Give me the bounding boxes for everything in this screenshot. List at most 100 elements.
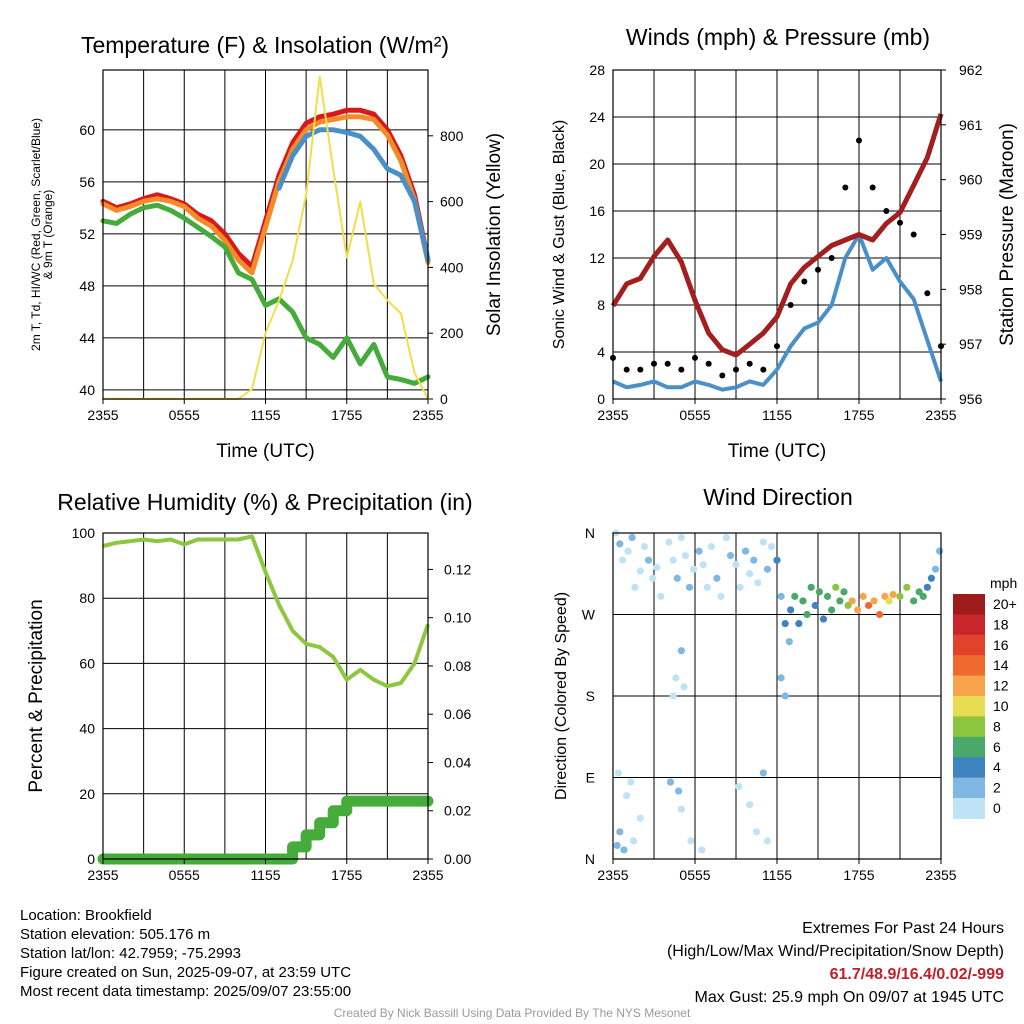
wdir-point — [687, 837, 695, 845]
rh-title: Relative Humidity (%) & Precipitation (i… — [57, 489, 472, 515]
wdir-point — [741, 547, 750, 555]
winds-gust-point — [787, 302, 794, 308]
wdir-legend-swatch — [953, 736, 985, 758]
winds-xtick-label: 1155 — [762, 407, 792, 423]
temp-ytick-label: 40 — [79, 382, 95, 398]
wdir-point — [735, 782, 743, 791]
wdir-point — [903, 583, 911, 591]
wdir-point — [657, 592, 665, 600]
wdir-ytick-label: S — [586, 688, 595, 704]
credit-line: Created By Nick Bassill Using Data Provi… — [333, 1006, 691, 1020]
wdir-point — [854, 606, 862, 614]
temp-ytick-label: 52 — [79, 226, 95, 242]
temp-y2tick-label: 600 — [440, 194, 464, 210]
max-gust: Max Gust: 25.9 mph On 09/07 at 1945 UTC — [694, 989, 1005, 1006]
wdir-point — [629, 837, 638, 845]
wdir-point — [763, 837, 772, 845]
winds-gust-point — [705, 360, 712, 367]
winds-y2label: Station Pressure (Maroon) — [997, 123, 1018, 346]
wdir-point — [777, 592, 785, 600]
temp-xtick-label: 2355 — [87, 407, 118, 423]
wdir-legend-label: 20+ — [993, 596, 1017, 612]
winds-gust-point — [869, 184, 876, 191]
temp-xtick-label: 2355 — [412, 407, 443, 423]
winds-gust-point — [746, 360, 753, 367]
wdir-xtick-label: 2355 — [597, 867, 628, 883]
wdir-point — [640, 542, 649, 551]
temp-series-hi-wc — [276, 127, 431, 263]
wdir-point — [763, 565, 772, 573]
wdir-ylabel: Direction (Colored By Speed) — [553, 592, 570, 800]
rh-ytick-label: 20 — [79, 786, 95, 802]
rh-y2tick-label: 0.08 — [444, 658, 471, 674]
winds-ytick-label: 12 — [589, 250, 605, 266]
wdir-point — [653, 563, 661, 572]
rh-y2tick-label: 0.00 — [444, 851, 471, 867]
rh-ytick-label: 40 — [79, 721, 95, 737]
wdir-point — [864, 601, 873, 610]
wdir-point — [840, 588, 848, 596]
winds-gust-point — [637, 366, 644, 373]
wdir-legend-label: 8 — [993, 718, 1001, 734]
winds-title: Winds (mph) & Pressure (mb) — [626, 24, 930, 50]
wdir-point — [722, 533, 731, 542]
wdir-point — [759, 538, 767, 546]
winds-gust-point — [924, 290, 931, 297]
wdir-ytick-label: E — [586, 770, 595, 786]
rh-xtick-label: 1155 — [250, 867, 280, 883]
wdir-legend-swatch — [953, 634, 985, 656]
temp-ylabel: & 9m T (Orange) — [41, 190, 55, 280]
wdir-point — [707, 542, 716, 551]
temp-series-9m-t — [100, 114, 431, 276]
wdir-point — [669, 692, 677, 700]
wdir-point — [910, 597, 918, 605]
wdir-point — [628, 533, 636, 542]
winds-y2tick-label: 959 — [959, 227, 983, 243]
winds-gust-point — [815, 266, 821, 273]
winds-gust-point — [883, 208, 890, 214]
wdir-point — [631, 583, 639, 591]
winds-xtick-label: 2355 — [925, 407, 956, 423]
wdir-legend-label: 14 — [993, 657, 1009, 673]
winds-gust-point — [897, 219, 903, 226]
wdir-point — [927, 574, 936, 582]
wdir-point — [746, 570, 754, 578]
winds-ytick-label: 0 — [597, 391, 605, 407]
wdir-point — [750, 556, 758, 564]
wdir-point — [754, 579, 762, 587]
winds-xtick-label: 2355 — [597, 407, 628, 423]
wdir-legend-swatch — [953, 777, 985, 799]
winds-gust-point — [678, 366, 685, 373]
wdir-point — [681, 552, 690, 560]
wdir-point — [889, 590, 897, 599]
wdir-point — [823, 592, 832, 600]
wdir-point — [828, 606, 836, 614]
temp-xtick-label: 0555 — [169, 407, 200, 423]
winds-gust-point — [801, 278, 808, 285]
wdir-point — [777, 674, 785, 682]
rh-y2tick-label: 0.04 — [444, 754, 471, 770]
wdir-point — [885, 597, 893, 605]
wdir-point — [752, 828, 761, 836]
wdir-legend-swatch — [953, 655, 985, 677]
wdir-title: Wind Direction — [703, 484, 853, 510]
wdir-xtick-label: 0555 — [679, 867, 710, 883]
wdir-point — [623, 792, 631, 800]
winds-gust-point — [651, 360, 657, 367]
rh-xtick-label: 0555 — [169, 867, 200, 883]
rh-series-relative-humidity — [102, 534, 430, 689]
figure-created: Figure created on Sun, 2025-09-07, at 23… — [20, 964, 352, 981]
wdir-legend-swatch — [953, 675, 985, 697]
winds-y2tick-label: 956 — [959, 391, 983, 407]
wdir-point — [672, 674, 680, 682]
rh-y2tick-label: 0.10 — [444, 610, 471, 626]
wdir-point — [673, 574, 681, 582]
rh-ytick-label: 0 — [87, 851, 95, 867]
extremes-panel: Extremes For Past 24 Hours (High/Low/Max… — [667, 917, 1004, 1009]
wdir-point — [677, 647, 685, 655]
wdir-point — [781, 619, 789, 628]
wdir-point — [669, 556, 677, 564]
rh-y2tick-label: 0.06 — [444, 706, 471, 722]
rh-xtick-label: 1755 — [331, 867, 362, 883]
extremes-subtitle: (High/Low/Max Wind/Precipitation/Snow De… — [666, 943, 1004, 960]
